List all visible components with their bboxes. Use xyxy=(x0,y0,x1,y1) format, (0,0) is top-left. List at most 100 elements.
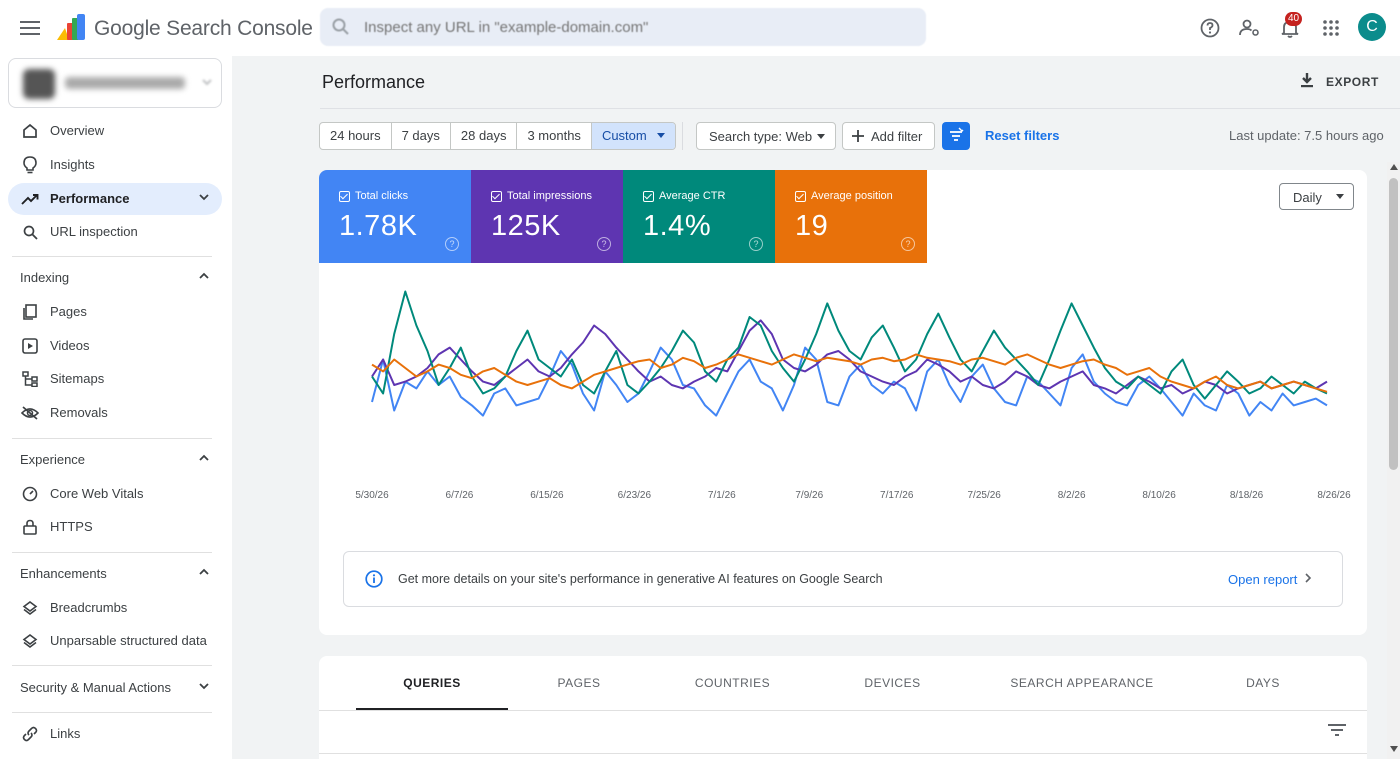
metric-average-ctr[interactable]: Average CTR 1.4% ? xyxy=(623,170,775,263)
range-custom[interactable]: Custom xyxy=(591,123,675,149)
export-button[interactable]: EXPORT xyxy=(1296,68,1380,96)
page-title: Performance xyxy=(322,72,426,92)
metric-value: 19 xyxy=(795,210,829,242)
tab-devices[interactable]: DEVICES xyxy=(864,676,921,690)
help-icon[interactable]: ? xyxy=(445,237,459,251)
search-type-label: Search type: Web xyxy=(709,129,813,144)
url-inspect-search[interactable] xyxy=(320,8,926,46)
x-tick-label: 6/7/26 xyxy=(446,490,474,501)
sidebar-item-label: Overview xyxy=(50,123,105,138)
sidebar-divider xyxy=(12,256,212,257)
plus-icon xyxy=(851,129,865,143)
sidebar-item-label: Breadcrumbs xyxy=(50,600,128,615)
metric-label: Average CTR xyxy=(659,190,726,202)
tab-search-appearance[interactable]: SEARCH APPEARANCE xyxy=(1010,676,1154,690)
filter-settings-button[interactable] xyxy=(942,122,970,150)
reset-filters-link[interactable]: Reset filters xyxy=(985,128,1060,143)
range-24-hours[interactable]: 24 hours xyxy=(320,123,392,149)
help-icon[interactable]: ? xyxy=(749,237,763,251)
property-favicon xyxy=(23,69,55,99)
range-7-days[interactable]: 7 days xyxy=(392,123,451,149)
range-28-days[interactable]: 28 days xyxy=(451,123,518,149)
search-icon xyxy=(20,222,40,242)
sidebar-item-links[interactable]: Links xyxy=(8,718,222,750)
help-icon[interactable] xyxy=(1196,14,1224,42)
tab-pages[interactable]: PAGES xyxy=(557,676,601,690)
x-tick-label: 8/10/26 xyxy=(1142,490,1176,501)
section-title: Indexing xyxy=(20,270,70,285)
sidebar-item-label: Links xyxy=(50,726,81,741)
sidebar-item-breadcrumbs[interactable]: Breadcrumbs xyxy=(8,592,222,624)
sidebar-item-removals[interactable]: Removals xyxy=(8,397,222,429)
sidebar-item-https[interactable]: HTTPS xyxy=(8,511,222,543)
section-indexing[interactable]: Indexing xyxy=(8,262,222,294)
sidebar-item-performance[interactable]: Performance xyxy=(8,183,222,215)
sidebar-item-url-inspection[interactable]: URL inspection xyxy=(8,216,222,248)
open-report-link[interactable]: Open report xyxy=(1228,572,1298,587)
banner-message: Get more details on your site's performa… xyxy=(398,572,883,586)
metric-value: 1.4% xyxy=(643,210,712,242)
search-input[interactable] xyxy=(364,16,904,38)
scroll-up-arrow-icon[interactable] xyxy=(1390,164,1398,170)
series-line-average-ctr xyxy=(371,290,1328,400)
tab-countries[interactable]: COUNTRIES xyxy=(694,676,771,690)
chevron-down-icon xyxy=(198,191,210,203)
sidebar-item-unparsable-structured-data[interactable]: Unparsable structured data xyxy=(8,625,222,657)
lightbulb-icon xyxy=(20,155,40,175)
sidebar-item-overview[interactable]: Overview xyxy=(8,115,222,147)
sidebar-item-videos[interactable]: Videos xyxy=(8,330,222,362)
ai-features-banner: Get more details on your site's performa… xyxy=(343,551,1343,607)
range-label: Custom xyxy=(601,128,647,143)
series-line-total-impressions xyxy=(371,319,1328,395)
metric-total-impressions[interactable]: Total impressions 125K ? xyxy=(471,170,623,263)
sidebar-item-core-web-vitals[interactable]: Core Web Vitals xyxy=(8,478,222,510)
page-scrollbar[interactable] xyxy=(1387,162,1400,759)
scrollbar-thumb[interactable] xyxy=(1389,178,1398,470)
dropdown-arrow-icon xyxy=(817,134,825,139)
search-type-dropdown[interactable]: Search type: Web xyxy=(696,122,836,150)
sidebar-item-sitemaps[interactable]: Sitemaps xyxy=(8,363,222,395)
sidebar-item-pages[interactable]: Pages xyxy=(8,296,222,328)
tab-queries[interactable]: QUERIES xyxy=(356,656,508,710)
download-icon xyxy=(1300,72,1314,88)
sidebar-item-insights[interactable]: Insights xyxy=(8,149,222,181)
scroll-down-arrow-icon[interactable] xyxy=(1390,746,1398,752)
lock-icon xyxy=(20,517,40,537)
home-icon xyxy=(20,121,40,141)
date-range-group: 24 hours 7 days 28 days 3 months Custom xyxy=(319,122,676,150)
metric-average-position[interactable]: Average position 19 ? xyxy=(775,170,927,263)
sidebar-item-label: URL inspection xyxy=(50,224,138,239)
info-icon xyxy=(365,570,383,588)
metric-label: Total clicks xyxy=(355,190,409,202)
user-avatar[interactable]: C xyxy=(1358,13,1386,41)
tab-days[interactable]: DAYS xyxy=(1246,676,1280,690)
table-filter-icon[interactable] xyxy=(1325,718,1349,742)
trending-up-icon xyxy=(20,189,40,209)
range-3-months[interactable]: 3 months xyxy=(517,123,592,149)
header-divider xyxy=(320,108,1400,109)
tabs-divider xyxy=(319,710,1367,711)
granularity-dropdown[interactable]: Daily xyxy=(1279,183,1354,210)
chevron-right-icon[interactable] xyxy=(1304,572,1312,584)
property-selector[interactable] xyxy=(8,58,222,108)
section-experience[interactable]: Experience xyxy=(8,444,222,476)
apps-grid-icon[interactable] xyxy=(1317,14,1345,42)
chevron-up-icon xyxy=(198,566,210,578)
export-label: EXPORT xyxy=(1326,75,1379,89)
section-security-manual-actions[interactable]: Security & Manual Actions xyxy=(8,672,222,704)
x-tick-label: 7/9/26 xyxy=(795,490,823,501)
add-filter-button[interactable]: Add filter xyxy=(842,122,935,150)
link-icon xyxy=(20,724,40,744)
metric-total-clicks[interactable]: Total clicks 1.78K ? xyxy=(319,170,471,263)
help-icon[interactable]: ? xyxy=(597,237,611,251)
sidebar-item-label: Insights xyxy=(50,157,95,172)
chevron-up-icon xyxy=(198,452,210,464)
section-enhancements[interactable]: Enhancements xyxy=(8,558,222,590)
chevron-down-icon xyxy=(201,76,213,88)
hamburger-menu-icon[interactable] xyxy=(16,14,44,42)
sidebar-item-label: HTTPS xyxy=(50,519,93,534)
manage-users-icon[interactable] xyxy=(1236,14,1264,42)
speed-gauge-icon xyxy=(20,484,40,504)
help-icon[interactable]: ? xyxy=(901,237,915,251)
section-title: Enhancements xyxy=(20,566,107,581)
